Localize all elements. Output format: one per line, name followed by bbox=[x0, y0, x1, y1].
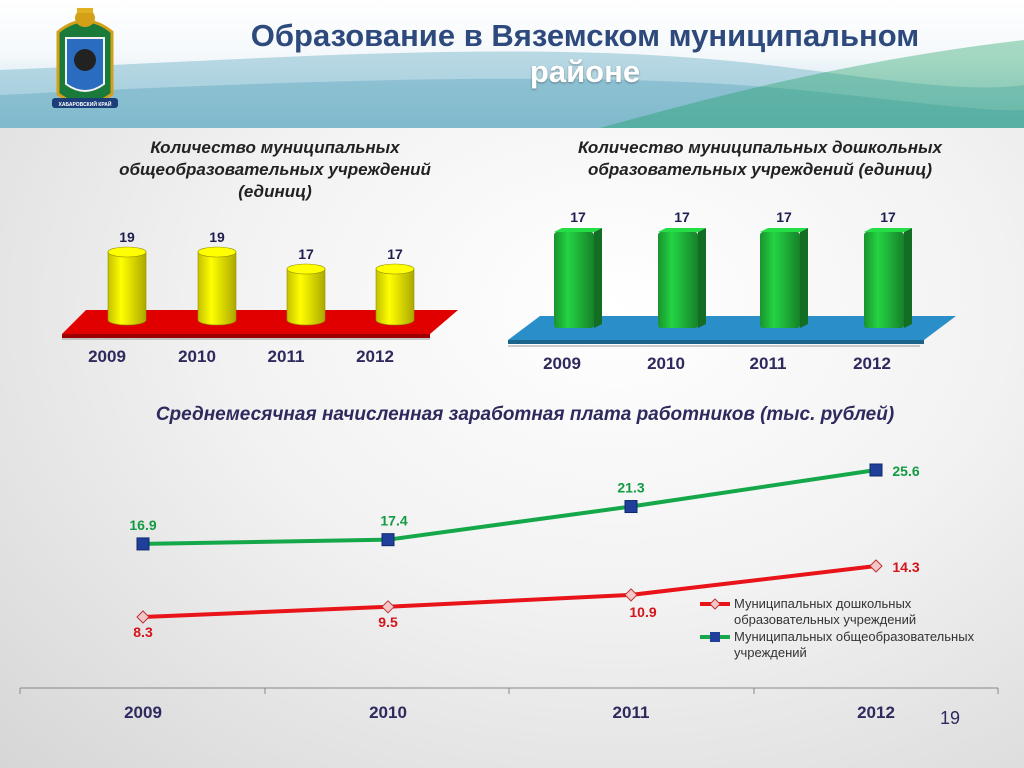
chart1-group: 19 2009 19 2010 17 2011 17 2012 bbox=[62, 229, 458, 366]
chart1-bar bbox=[286, 268, 326, 326]
chart2-value-label: 17 bbox=[674, 209, 690, 225]
chart3-category-label: 2010 bbox=[369, 703, 407, 722]
chart2-value-label: 17 bbox=[570, 209, 586, 225]
chart2-bar-top bbox=[864, 228, 912, 232]
chart3-title: Среднемесячная начисленная заработная пл… bbox=[155, 404, 895, 425]
legend-entry-text: учреждений bbox=[734, 645, 807, 660]
chart1-floor bbox=[62, 310, 458, 334]
header-wave-decoration bbox=[0, 40, 1024, 128]
chart3-group: 2009 2010 2011 2012 8.3 9.5 10.9 14.3 16.9 17.4 21… bbox=[19, 463, 999, 722]
chart2-bar bbox=[554, 232, 594, 328]
chart3-legend: Муниципальных дошкольныхобразовательных … bbox=[700, 596, 975, 660]
chart2-bar bbox=[760, 232, 800, 328]
chart2-bar-side bbox=[594, 228, 602, 328]
chart2-bar-top bbox=[554, 228, 602, 232]
chart2-category-label: 2011 bbox=[750, 354, 787, 373]
chart1-value-label: 17 bbox=[387, 246, 403, 262]
chart3-point-marker bbox=[624, 588, 638, 602]
svg-text:ХАБАРОВСКИЙ КРАЙ: ХАБАРОВСКИЙ КРАЙ bbox=[59, 100, 112, 108]
chart1-value-label: 19 bbox=[209, 229, 225, 245]
chart2-bar-side bbox=[698, 228, 706, 328]
chart3-value-label: 25.6 bbox=[892, 463, 919, 479]
chart2-floor bbox=[508, 316, 956, 340]
chart3-value-label: 21.3 bbox=[617, 480, 644, 496]
chart1-bar-top bbox=[197, 246, 237, 258]
page-title-line2: районе bbox=[529, 54, 641, 89]
chart3-category-label: 2009 bbox=[124, 703, 162, 722]
header-banner: ХАБАРОВСКИЙ КРАЙ Образование в Вяземском… bbox=[0, 0, 1024, 128]
chart2-category-label: 2010 bbox=[647, 354, 685, 373]
chart1-bar bbox=[107, 251, 147, 326]
chart2-floor-edge bbox=[508, 340, 924, 344]
chart1-category-label: 2010 bbox=[178, 347, 216, 366]
chart3-category-label: 2012 bbox=[857, 703, 895, 722]
chart3-series-line bbox=[142, 564, 877, 619]
page-title: Образование в Вяземском муниципальном ра… bbox=[150, 18, 1020, 90]
chart1-bar-top bbox=[107, 246, 147, 258]
chart3-value-label: 10.9 bbox=[629, 604, 656, 620]
chart3-value-label: 8.3 bbox=[133, 624, 153, 640]
chart1-floor-edge bbox=[62, 334, 430, 338]
chart3-value-label: 14.3 bbox=[892, 559, 919, 575]
legend-swatch-marker bbox=[710, 632, 720, 642]
chart2-category-label: 2012 bbox=[853, 354, 891, 373]
chart2-bar-side bbox=[904, 228, 912, 328]
chart3-point-marker bbox=[624, 500, 638, 514]
chart1-title-line1: Количество муниципальных bbox=[150, 138, 400, 157]
chart2-bar-top bbox=[760, 228, 808, 232]
chart3-point-marker bbox=[381, 600, 395, 614]
chart3-point-marker bbox=[381, 533, 395, 547]
chart3-point-marker bbox=[869, 463, 883, 477]
chart1-category-label: 2011 bbox=[268, 347, 305, 366]
chart1-title: Количество муниципальных общеобразовател… bbox=[60, 137, 490, 203]
chart1-category-label: 2012 bbox=[356, 347, 394, 366]
chart1-bar bbox=[197, 251, 237, 326]
chart3-point-marker bbox=[136, 537, 150, 551]
chart3-series-line bbox=[142, 468, 877, 546]
chart2-category-label: 2009 bbox=[543, 354, 581, 373]
chart1-value-label: 17 bbox=[298, 246, 314, 262]
chart3-value-label: 9.5 bbox=[378, 614, 398, 630]
chart2-bar-top bbox=[658, 228, 706, 232]
chart2-value-label: 17 bbox=[880, 209, 896, 225]
chart1-value-label: 19 bbox=[119, 229, 135, 245]
legend-swatch-marker bbox=[709, 598, 721, 610]
chart3-value-label: 17.4 bbox=[380, 513, 407, 529]
chart1-bar bbox=[375, 268, 415, 326]
chart3-point-marker bbox=[869, 559, 883, 573]
chart1-title-line2: общеобразовательных учреждений bbox=[119, 160, 431, 179]
chart3-point-marker bbox=[136, 610, 150, 624]
chart2-title: Количество муниципальных дошкольных обра… bbox=[520, 137, 1000, 181]
chart2-bar bbox=[658, 232, 698, 328]
chart1-title-line3: (единиц) bbox=[238, 182, 312, 201]
legend-entry-text: образовательных учреждений bbox=[734, 612, 916, 627]
legend-entry-text: Муниципальных общеобразовательных bbox=[734, 629, 975, 644]
chart1-bar-top bbox=[375, 263, 415, 275]
chart3-category-label: 2011 bbox=[613, 703, 650, 722]
chart1-category-label: 2009 bbox=[88, 347, 126, 366]
chart1-bar-top bbox=[286, 263, 326, 275]
page-number: 19 bbox=[940, 708, 961, 728]
chart2-title-line1: Количество муниципальных дошкольных bbox=[578, 138, 942, 157]
chart3-value-label: 16.9 bbox=[129, 517, 156, 533]
page-title-line1: Образование в Вяземском муниципальном bbox=[250, 18, 920, 53]
chart2-value-label: 17 bbox=[776, 209, 792, 225]
legend-entry-text: Муниципальных дошкольных bbox=[734, 596, 912, 611]
chart2-bar bbox=[864, 232, 904, 328]
chart2-group: 17 2009 17 2010 17 2011 17 2012 bbox=[508, 209, 956, 373]
chart2-bar-side bbox=[800, 228, 808, 328]
coat-of-arms-emblem: ХАБАРОВСКИЙ КРАЙ bbox=[52, 8, 118, 108]
chart2-title-line2: образовательных учреждений (единиц) bbox=[587, 160, 932, 179]
